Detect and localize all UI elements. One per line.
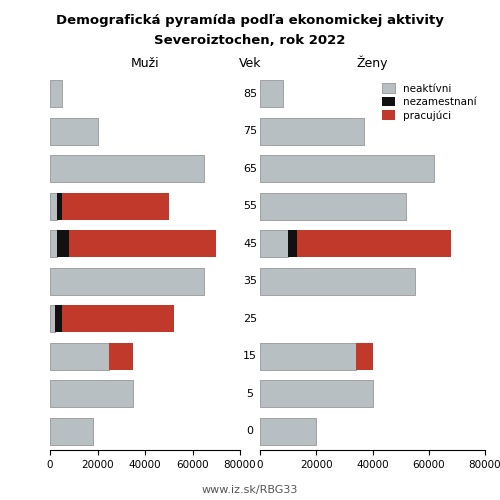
Bar [62, 305, 174, 332]
Bar [288, 230, 296, 257]
Text: Demografická pyramída podľa ekonomickej aktivity: Demografická pyramída podľa ekonomickej … [56, 14, 444, 28]
Bar [260, 80, 282, 108]
Bar [50, 305, 55, 332]
Text: 75: 75 [243, 126, 257, 136]
Bar [50, 192, 57, 220]
Text: 15: 15 [243, 351, 257, 361]
Bar [69, 230, 216, 257]
Text: 25: 25 [243, 314, 257, 324]
Bar [356, 343, 372, 370]
Bar [50, 343, 110, 370]
Bar [57, 192, 62, 220]
Text: Severoiztochen, rok 2022: Severoiztochen, rok 2022 [154, 34, 346, 48]
Bar [50, 155, 204, 182]
Bar [296, 230, 451, 257]
Bar [260, 268, 414, 294]
Bar [260, 418, 316, 445]
Text: Muži: Muži [130, 57, 160, 70]
Text: 45: 45 [243, 239, 257, 248]
Bar [50, 80, 62, 108]
Bar [260, 118, 364, 145]
Text: 65: 65 [243, 164, 257, 174]
Bar [50, 230, 57, 257]
Bar [260, 343, 356, 370]
Bar [110, 343, 133, 370]
Bar [260, 380, 372, 407]
Bar [50, 380, 133, 407]
Bar [62, 192, 169, 220]
Bar [260, 230, 288, 257]
Text: 0: 0 [246, 426, 254, 436]
Bar [260, 192, 406, 220]
Bar [50, 418, 93, 445]
Bar [55, 305, 62, 332]
Bar [260, 155, 434, 182]
Text: 35: 35 [243, 276, 257, 286]
Text: Vek: Vek [239, 57, 261, 70]
Bar [50, 118, 98, 145]
Bar [57, 230, 69, 257]
Text: www.iz.sk/RBG33: www.iz.sk/RBG33 [202, 485, 298, 495]
Text: Ženy: Ženy [357, 56, 388, 70]
Legend: neaktívni, nezamestnaní, pracujúci: neaktívni, nezamestnaní, pracujúci [379, 80, 480, 124]
Bar [50, 268, 204, 294]
Text: 85: 85 [243, 89, 257, 99]
Text: 55: 55 [243, 201, 257, 211]
Text: 5: 5 [246, 389, 254, 399]
